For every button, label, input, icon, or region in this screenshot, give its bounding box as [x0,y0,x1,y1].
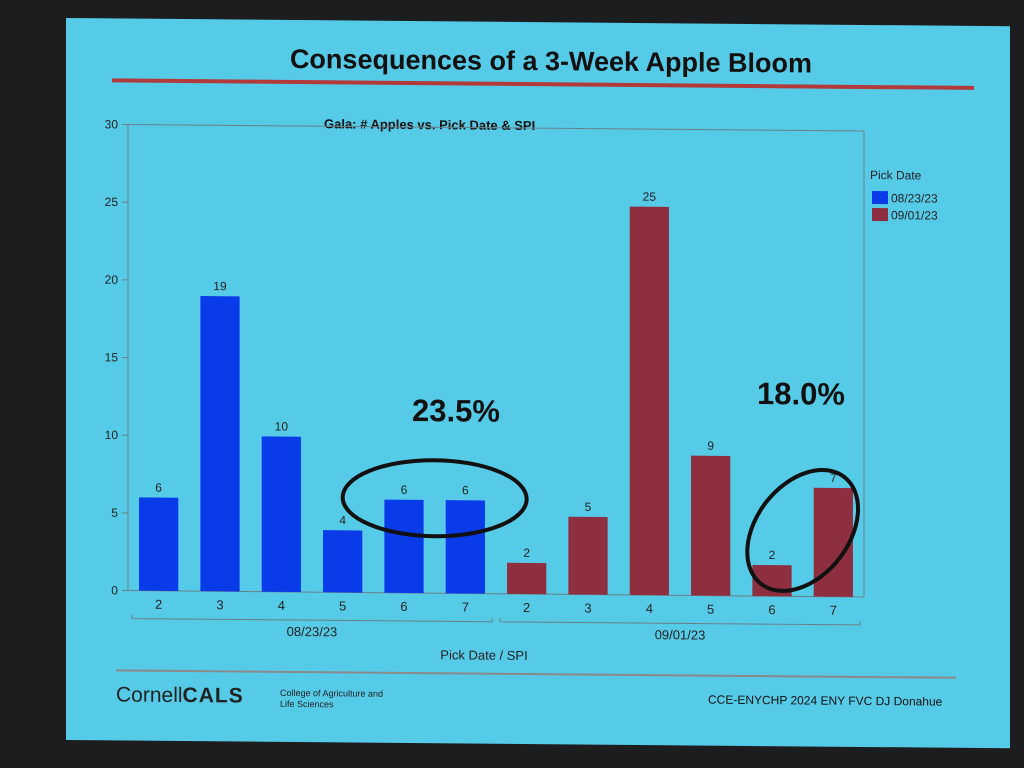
x-tick-label: 5 [707,602,714,617]
bar-value-label: 9 [707,439,714,453]
bar [139,497,179,591]
bar [629,206,669,596]
bar [323,530,363,593]
y-tick-label: 10 [105,428,119,442]
x-tick-label: 7 [830,603,837,618]
group-bracket [499,617,861,626]
bar-value-label: 25 [643,190,657,204]
x-tick-label: 7 [462,599,469,614]
logo-subtitle: College of Agriculture and Life Sciences [280,687,384,710]
legend: Pick Date 08/23/23 09/01/23 [870,168,938,223]
x-tick-label: 2 [523,600,530,615]
legend-label: 08/23/23 [891,191,938,205]
bar-value-label: 10 [275,419,289,433]
percent-annotation: 18.0% [757,376,845,412]
legend-swatch [872,191,888,205]
bar-value-label: 5 [585,500,592,514]
group-label: 08/23/23 [287,624,338,639]
bar [200,296,240,592]
percent-annotation: 23.5% [412,393,500,429]
x-axis-title: Pick Date / SPI [440,647,527,663]
legend-swatch [872,208,888,222]
bar-value-label: 6 [155,481,162,495]
x-tick-label: 3 [216,597,223,612]
credit-text: CCE-ENYCHP 2024 ENY FVC DJ Donahue [708,692,943,709]
x-tick-label: 6 [400,599,407,614]
bar-value-label: 2 [769,548,776,562]
bar [384,499,424,594]
highlight-ellipse [340,458,529,539]
bar [261,436,301,593]
x-tick-label: 3 [584,601,591,616]
y-tick-label: 30 [105,117,119,131]
y-axis: 0 5 10 15 20 25 30 [105,117,128,597]
legend-label: 09/01/23 [891,208,938,222]
group-label: 09/01/23 [655,627,706,642]
annotations: 23.5% 18.0% [340,376,861,593]
x-axis: 2 3 4 5 6 7 2 3 4 5 6 7 08/23/23 09/01/23 Pick Date / … [131,597,861,663]
y-tick-label: 15 [105,350,119,364]
y-tick-label: 25 [105,195,119,209]
slide: Consequences of a 3-Week Apple Bloom Gal… [66,18,1010,749]
y-tick-label: 20 [105,273,119,287]
legend-title: Pick Date [870,168,922,182]
bar [507,562,547,595]
x-tick-label: 6 [768,602,775,617]
bar-value-label: 4 [339,513,346,527]
logo-text: Cornell [116,683,183,708]
bar [813,487,853,597]
y-tick-label: 0 [111,583,118,597]
x-tick-label: 4 [278,598,285,613]
bar-value-label: 2 [523,546,530,560]
chart-title: Gala: # Apples vs. Pick Date & SPI [324,116,535,133]
group-bracket [131,614,493,623]
highlight-ellipse [745,467,861,593]
cornell-cals-logo: CornellCALS [116,683,244,708]
bar-value-label: 7 [830,471,837,485]
bar [691,455,731,596]
bar-value-label: 6 [401,483,408,497]
bar [568,516,608,595]
logo-bold: CALS [182,684,244,708]
x-tick-label: 4 [646,601,653,616]
bar [445,500,485,594]
bar-value-label: 6 [462,483,469,497]
x-tick-label: 5 [339,598,346,613]
x-tick-label: 2 [155,597,162,612]
bar-value-label: 19 [213,279,227,293]
bar-chart: Gala: # Apples vs. Pick Date & SPI 0 5 10 1… [105,116,938,663]
y-tick-label: 5 [111,506,118,520]
bar [752,564,792,597]
